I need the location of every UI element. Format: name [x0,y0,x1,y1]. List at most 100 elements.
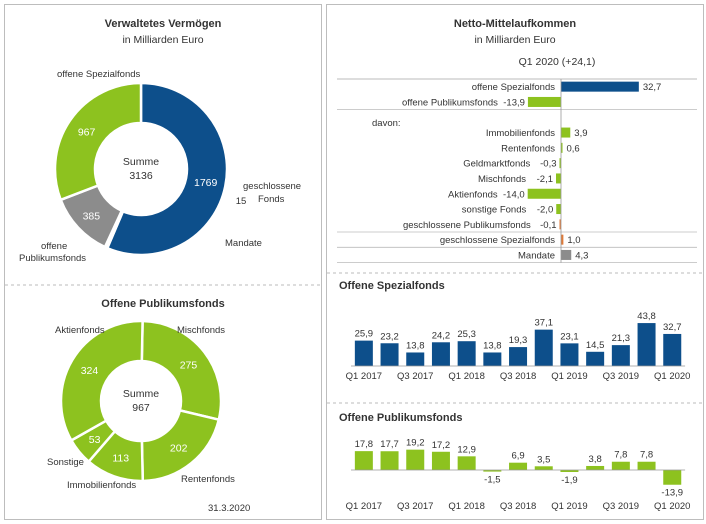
netto-category-geschlossene-publikumsfonds: geschlossene Publikumsfonds [403,220,531,231]
publikum-label-aktienfonds: Aktienfonds [55,325,105,336]
publikum-bars-title: Offene Publikumsfonds [339,412,462,424]
netto-category-offene-publikumsfonds: offene Publikumsfonds [402,97,498,108]
bar-label-offene-publikumsfonds-q1-2018: 12,9 [457,444,476,455]
netto-period: Q1 2020 (+24,1) [519,56,596,68]
aum-center-value: 3136 [129,170,153,182]
netto-value-offene-spezialfonds: 32,7 [643,82,662,93]
bar-offene-spezialfonds-q3-2019 [611,345,630,366]
netto-category-rentenfonds: Rentenfonds [501,143,555,154]
bar-offene-publikumsfonds-q3-2018 [509,462,528,470]
bar-offene-publikumsfonds-q4-2017 [431,451,450,470]
aum-donut: 1769 15 385 967 [53,81,246,257]
spezial-tick-q1-2018: Q1 2018 [448,371,484,382]
bar-label-offene-spezialfonds-q4-2019: 43,8 [637,311,656,322]
netto-bar-geschlossene-publikumsfonds [559,219,561,230]
spezial-tick-q1-2019: Q1 2019 [551,371,587,382]
slice-label-rentenfonds: 202 [170,443,188,455]
netto-bar-geschlossene-spezialfonds [561,234,564,245]
spezial-tick-q3-2018: Q3 2018 [500,371,536,382]
bar-offene-publikumsfonds-q3-2019 [611,461,630,470]
netto-bar-mandate [561,249,572,260]
slice-offene-publikumsfonds [53,81,143,202]
netto-value-offene-publikumsfonds: -13,9 [503,97,525,108]
bar-offene-spezialfonds-q4-2017 [431,342,450,366]
netto-value-rentenfonds: 0,6 [567,143,580,154]
bar-label-offene-spezialfonds-q4-2018: 37,1 [535,318,554,329]
bar-offene-spezialfonds-q2-2018 [483,352,502,366]
bar-label-offene-publikumsfonds-q3-2018: 6,9 [511,451,524,462]
publikum-tick-q1-2019: Q1 2019 [551,501,587,512]
bar-offene-spezialfonds-q2-2017 [380,343,399,366]
bar-label-offene-publikumsfonds-q2-2018: -1,5 [484,475,500,486]
bar-offene-spezialfonds-q1-2017 [354,340,373,366]
netto-bar-aktienfonds [527,188,561,199]
netto-value-geldmarktfonds: -0,3 [540,159,556,170]
netto-value-geschlossene-publikumsfonds: -0,1 [540,220,556,231]
bar-label-offene-spezialfonds-q4-2017: 24,2 [432,330,451,341]
bar-label-offene-spezialfonds-q1-2020: 32,7 [663,322,682,333]
left-panel: Verwaltetes Vermögen in Milliarden Euro … [4,4,322,520]
netto-value-geschlossene-spezialfonds: 1,0 [567,235,580,246]
slice-label-mischfonds: 275 [180,359,198,371]
bar-offene-publikumsfonds-q1-2018 [457,456,476,470]
netto-title: Netto-Mittelaufkommen [454,18,577,30]
netto-category-immobilienfonds: Immobilienfonds [486,128,555,139]
bar-offene-publikumsfonds-q2-2017 [380,451,399,470]
bar-offene-spezialfonds-q1-2020 [663,333,682,366]
spezial-tick-q1-2020: Q1 2020 [654,371,690,382]
netto-category-mischfonds: Mischfonds [478,174,526,185]
publikum-center-value: 967 [132,402,150,414]
netto-bar-mischfonds [556,173,561,184]
publikum-bars: 17,8 17,7 19,2 17,2 12,9 -1,5 6,9 3,5 -1,9 3,8 7,8… [346,438,691,512]
publikum-label-immobilienfonds: Immobilienfonds [67,480,136,491]
right-panel: Netto-Mittelaufkommen in Milliarden Euro… [326,4,704,520]
bar-label-offene-publikumsfonds-q3-2019: 7,8 [614,450,627,461]
left-panel-chart: Verwaltetes Vermögen in Milliarden Euro … [5,18,321,514]
slice-label-immobilienfonds: 113 [112,452,129,464]
bar-offene-publikumsfonds-q3-2017 [406,449,425,470]
bar-label-offene-spezialfonds-q2-2019: 14,5 [586,340,605,351]
bar-offene-spezialfonds-q4-2019 [637,323,656,366]
publikum-tick-q1-2020: Q1 2020 [654,501,690,512]
spezial-tick-q3-2017: Q3 2017 [397,371,433,382]
date-label: 31.3.2020 [208,503,250,514]
slice-offene-spezialfonds [105,81,229,257]
netto-category-aktienfonds: Aktienfonds [448,189,498,200]
bar-offene-spezialfonds-q3-2017 [406,352,425,366]
bar-label-offene-spezialfonds-q2-2017: 23,2 [380,331,399,342]
netto-davon: davon: [372,118,401,129]
publikum-tick-q1-2017: Q1 2017 [346,501,382,512]
aum-label-geschlossene-1: geschlossene [243,181,301,192]
bar-offene-spezialfonds-q3-2018 [509,347,528,366]
netto-category-geschlossene-spezialfonds: geschlossene Spezialfonds [440,235,555,246]
slice-label-offene-spezialfonds: 1769 [194,177,218,189]
netto-value-mischfonds: -2,1 [537,174,553,185]
spezial-bars: 25,9 23,2 13,8 24,2 25,3 13,8 19,3 37,1 23,1 14,5… [346,311,691,382]
slice-aktienfonds [59,319,144,443]
aum-subtitle: in Milliarden Euro [122,34,203,46]
bar-label-offene-publikumsfonds-q4-2017: 17,2 [432,440,451,451]
netto-category-mandate: Mandate [518,250,555,261]
publikum-title: Offene Publikumsfonds [101,298,224,310]
slice-mischfonds [140,319,223,422]
netto-value-immobilienfonds: 3,9 [574,128,587,139]
slice-label-mandate: 385 [83,210,101,222]
netto-bar-offene-spezialfonds [561,81,639,92]
aum-label-publikum-2: Publikumsfonds [19,253,86,264]
bar-label-offene-spezialfonds-q2-2018: 13,8 [483,340,502,351]
publikum-tick-q3-2017: Q3 2017 [397,501,433,512]
slice-label-sonstige: 53 [89,434,101,446]
aum-center-label: Summe [123,156,159,168]
netto-value-sonstige-fonds: -2,0 [537,205,553,216]
bar-label-offene-spezialfonds-q3-2017: 13,8 [406,340,425,351]
bar-label-offene-publikumsfonds-q1-2020: -13,9 [661,488,683,499]
publikum-tick-q3-2018: Q3 2018 [500,501,536,512]
bar-label-offene-spezialfonds-q1-2019: 23,1 [560,331,579,342]
netto-value-mandate: 4,3 [575,250,588,261]
bar-label-offene-publikumsfonds-q3-2017: 19,2 [406,438,425,449]
aum-label-publikum-1: offene [41,241,67,252]
bar-label-offene-spezialfonds-q3-2019: 21,3 [612,333,631,344]
bar-label-offene-publikumsfonds-q1-2017: 17,8 [355,439,374,450]
netto-bar-offene-publikumsfonds [527,96,561,107]
netto-bar-rentenfonds [561,142,563,153]
